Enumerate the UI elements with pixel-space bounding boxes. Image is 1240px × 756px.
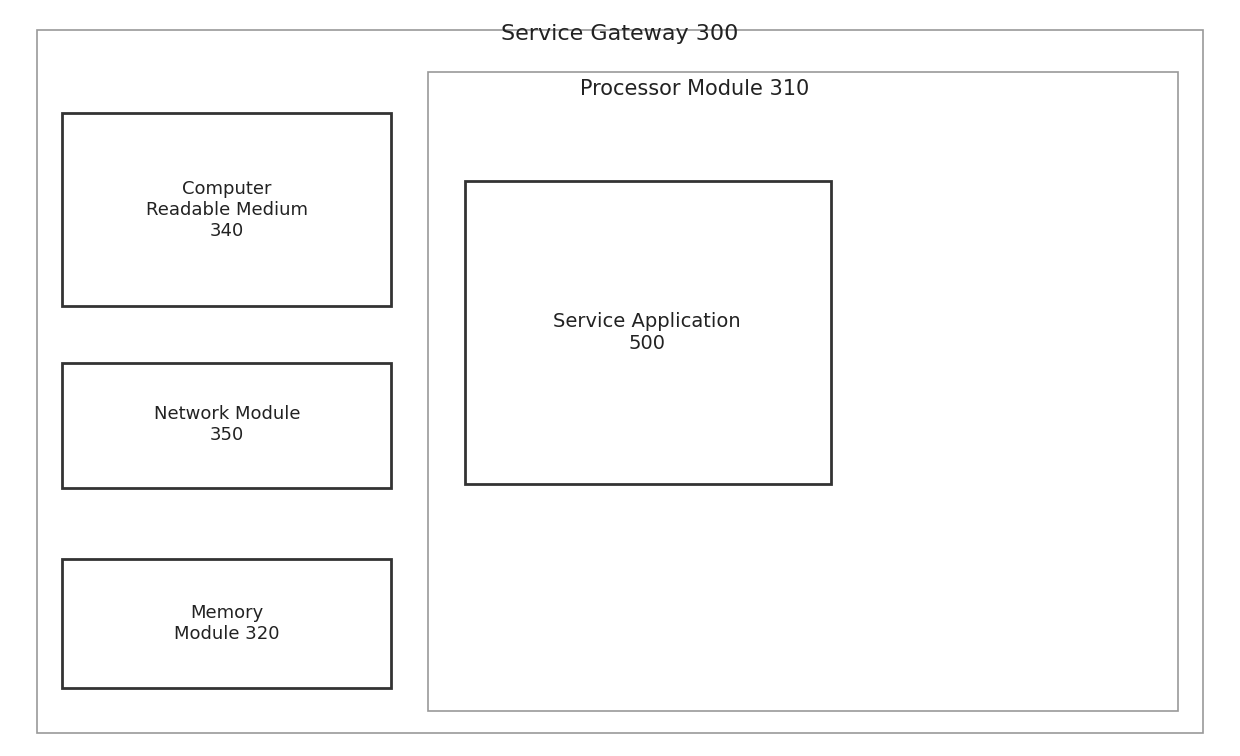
Text: Processor Module 310: Processor Module 310	[580, 79, 808, 99]
Bar	[62, 363, 391, 488]
Text: Memory
Module 320: Memory Module 320	[174, 604, 280, 643]
Bar	[62, 559, 391, 688]
Bar	[465, 181, 831, 484]
Text: Computer
Readable Medium
340: Computer Readable Medium 340	[146, 181, 308, 240]
Text: Service Gateway 300: Service Gateway 300	[501, 24, 739, 44]
Bar	[62, 113, 391, 306]
Text: Network Module
350: Network Module 350	[154, 405, 300, 445]
Text: Service Application
500: Service Application 500	[553, 312, 742, 353]
Bar	[428, 72, 1178, 711]
